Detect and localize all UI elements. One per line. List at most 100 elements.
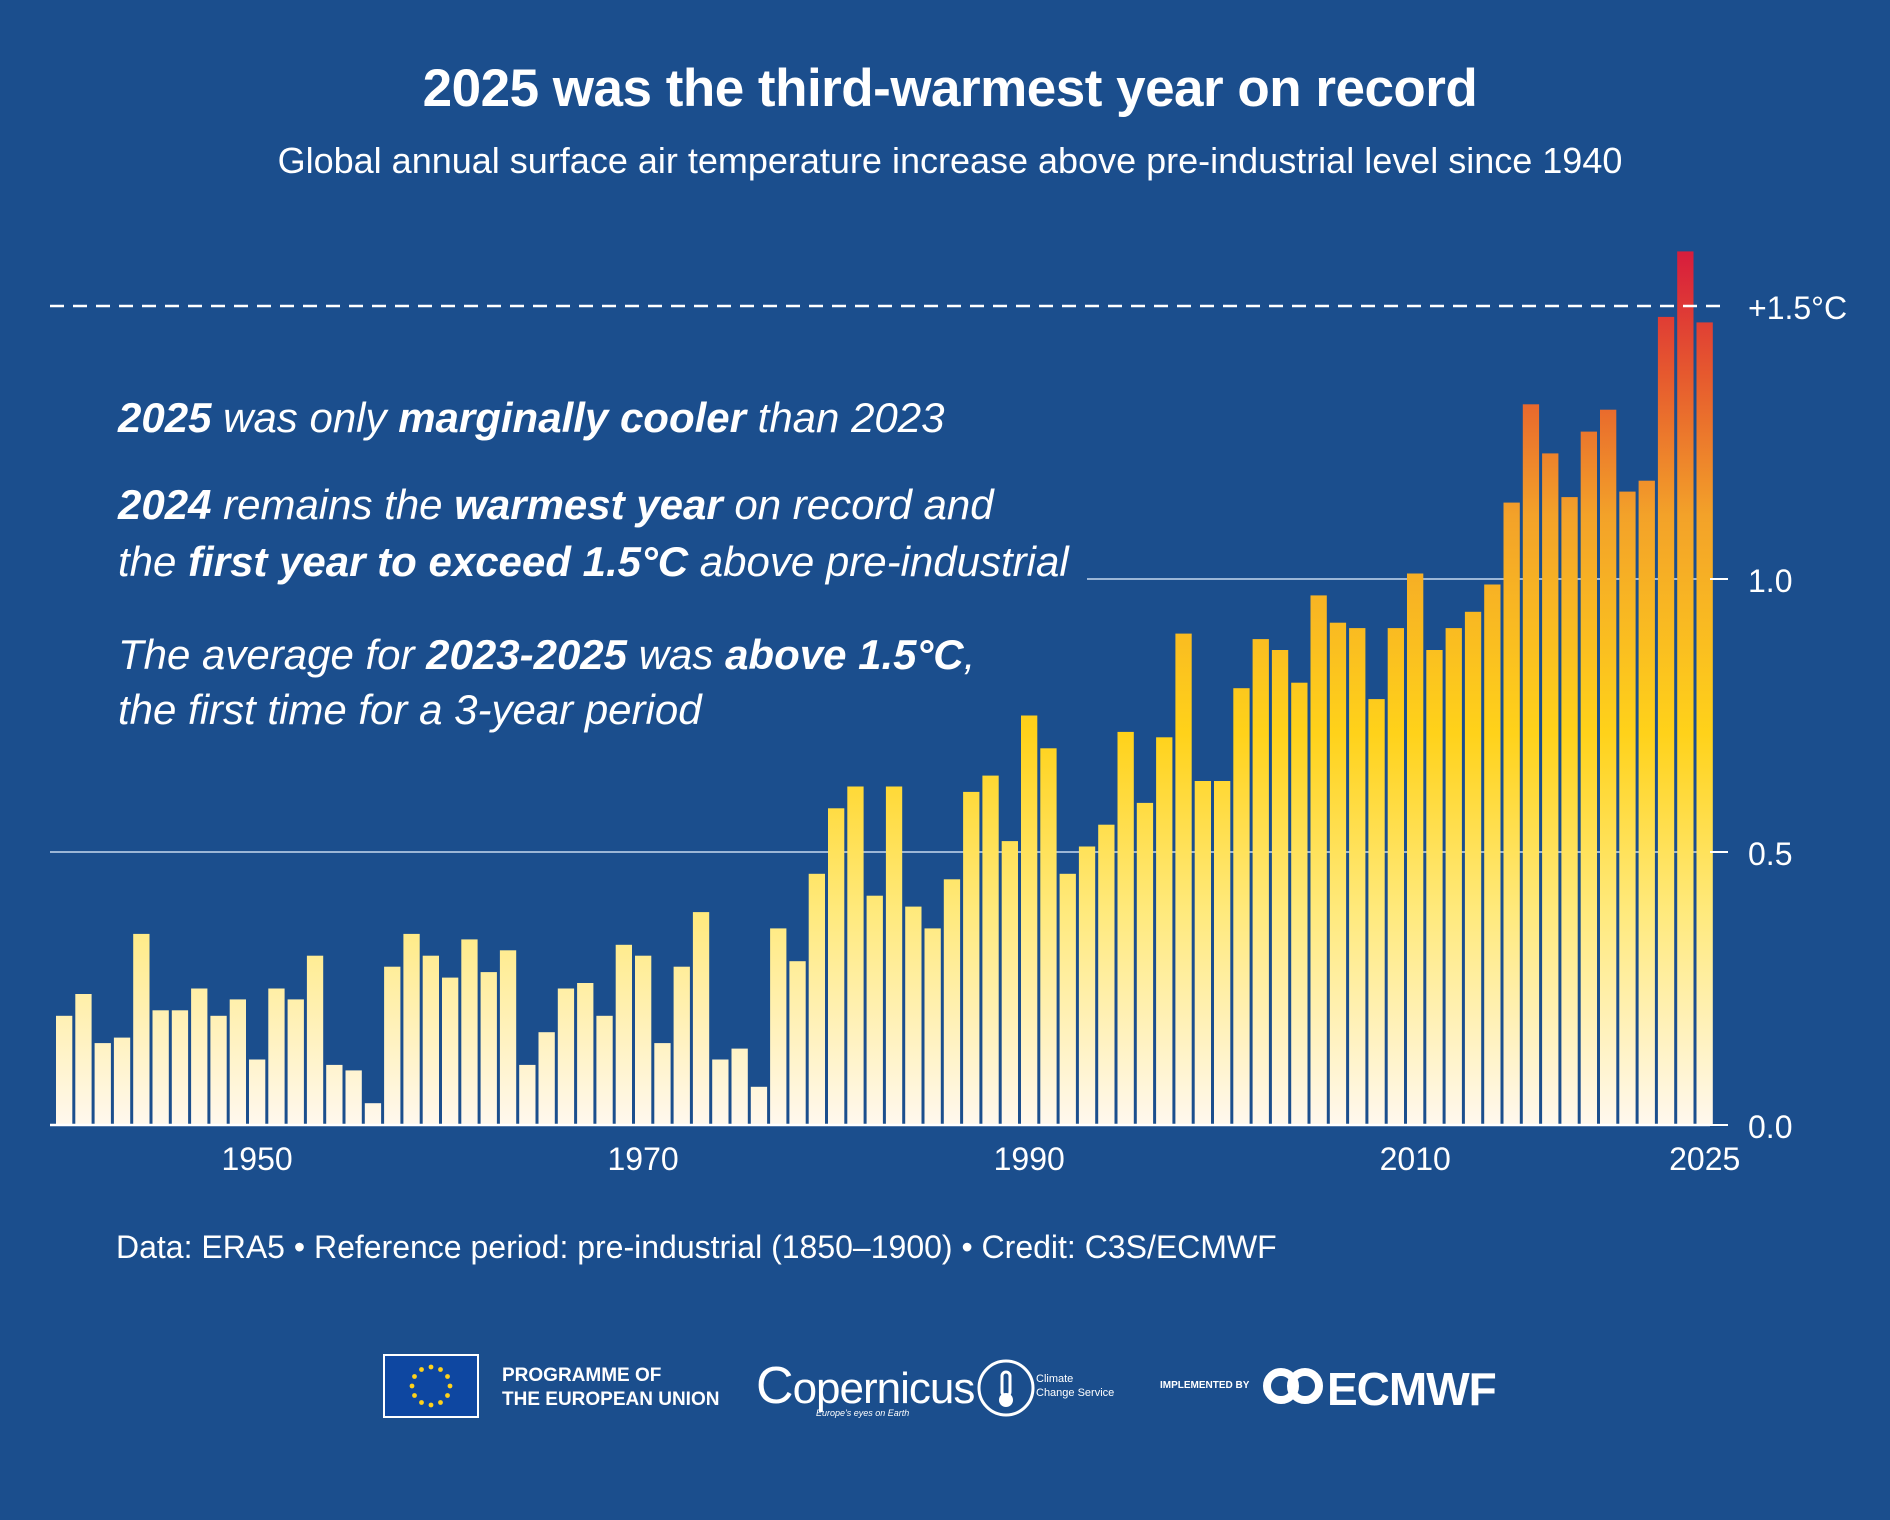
chart-subtitle: Global annual surface air temperature in…	[277, 140, 1623, 181]
bar-1966	[557, 988, 575, 1125]
eu-label-line1: PROGRAMME OF	[502, 1365, 662, 1386]
reference-line-label: +1.5°C	[1748, 290, 1847, 326]
eu-star	[438, 1400, 443, 1405]
bar-1979	[808, 873, 825, 1125]
bar-1944	[133, 933, 150, 1125]
bar-2005	[1310, 595, 1327, 1125]
annotation-text: the	[118, 538, 189, 585]
bar-1973	[692, 912, 710, 1125]
bar-1958	[403, 933, 420, 1125]
bar-1967	[577, 983, 594, 1125]
bar-2009	[1387, 628, 1404, 1125]
bar-1989	[1001, 841, 1018, 1125]
bar-1988	[982, 775, 999, 1125]
bar-1981	[847, 786, 864, 1125]
bar-1995	[1117, 731, 1134, 1125]
bar-2003	[1271, 650, 1289, 1125]
bar-2020	[1600, 409, 1617, 1125]
data-credit: Data: ERA5 • Reference period: pre-indus…	[116, 1229, 1277, 1265]
annotation-text: ,	[963, 631, 976, 678]
bar-2004	[1291, 682, 1308, 1125]
bar-1960	[442, 977, 459, 1125]
y-tick-label: 0.0	[1748, 1109, 1792, 1145]
bar-2019	[1580, 431, 1597, 1126]
copernicus-tagline: Europe's eyes on Earth	[816, 1408, 910, 1418]
bar-1983	[885, 786, 903, 1125]
bar-chart: 0.0 0.5 1.0 +1.5°C 1950 1970 1990 2010 2025	[50, 251, 1847, 1177]
bar-1955	[345, 1070, 362, 1125]
bar-1941	[75, 994, 92, 1125]
bar-1975	[731, 1048, 748, 1125]
copernicus-logo: Copernicus	[756, 1356, 976, 1416]
bar-2014	[1484, 584, 1501, 1125]
bar-2007	[1349, 628, 1366, 1125]
eu-star	[445, 1393, 450, 1398]
chart-title: 2025 was the third-warmest year on recor…	[422, 59, 1478, 118]
c3s-label-line2: Change Service	[1036, 1387, 1115, 1399]
eu-star	[419, 1400, 424, 1405]
ecmwf-symbol-icon	[1263, 1368, 1323, 1404]
bar-1972	[673, 966, 690, 1125]
bar-1987	[963, 791, 980, 1125]
bar-1990	[1021, 715, 1038, 1125]
eu-flag-icon	[383, 1354, 479, 1418]
eu-star	[412, 1374, 417, 1379]
bar-1998	[1175, 633, 1192, 1125]
bar-2025	[1696, 322, 1713, 1125]
annotation-text: the first time for a 3-year period	[118, 686, 702, 733]
eu-programme-label: PROGRAMME OF THE EUROPEAN UNION	[502, 1364, 719, 1412]
annotation-line-4: The average for 2023-2025 was above 1.5°…	[118, 627, 975, 683]
bar-1964	[519, 1064, 536, 1125]
bar-2006	[1329, 622, 1347, 1125]
annotation-line-1: 2025 was only marginally cooler than 202…	[118, 390, 945, 446]
annotation-text: on record and	[722, 481, 994, 528]
bar-1984	[905, 906, 922, 1125]
bar-2008	[1368, 699, 1385, 1125]
eu-star	[447, 1383, 453, 1389]
annotation-emphasis: warmest year	[454, 481, 723, 528]
bar-1968	[596, 1015, 613, 1125]
x-tick-label: 1990	[994, 1141, 1065, 1177]
eu-star	[419, 1367, 424, 1372]
bar-1949	[229, 999, 246, 1125]
x-tick-label: 2025	[1669, 1141, 1740, 1177]
bar-1994	[1098, 824, 1115, 1125]
annotation-text: above pre-industrial	[688, 538, 1069, 585]
bar-1970	[635, 955, 652, 1125]
x-tick-label: 1950	[222, 1141, 293, 1177]
bar-1993	[1078, 846, 1096, 1125]
annotation-line-5: the first time for a 3-year period	[118, 682, 702, 738]
annotation-emphasis: above 1.5°C	[725, 631, 964, 678]
bar-1954	[326, 1064, 343, 1125]
bar-2016	[1522, 404, 1540, 1125]
bar-1950	[249, 1059, 266, 1125]
bar-1963	[499, 950, 517, 1125]
bar-1965	[538, 1032, 555, 1125]
eu-star	[445, 1374, 450, 1379]
c3s-label-line1: Climate	[1036, 1373, 1074, 1385]
bar-1953	[306, 955, 324, 1125]
annotation-text: remains the	[211, 481, 455, 528]
bar-1942	[94, 1043, 111, 1125]
annotation-line-2: 2024 remains the warmest year on record …	[118, 477, 994, 533]
bar-2013	[1464, 611, 1482, 1125]
eu-star	[409, 1383, 415, 1389]
bar-2017	[1542, 453, 1559, 1125]
bar-1996	[1136, 802, 1154, 1125]
bar-2021	[1619, 491, 1636, 1126]
annotation-year-2024: 2024	[118, 481, 212, 528]
bar-1951	[268, 988, 285, 1125]
bar-1991	[1040, 748, 1057, 1125]
bar-1985	[924, 928, 941, 1125]
bar-2011	[1426, 650, 1443, 1125]
bar-1992	[1059, 873, 1076, 1125]
copernicus-wordmark: opernicus	[792, 1364, 976, 1413]
bar-1982	[866, 895, 883, 1125]
annotation-emphasis: marginally cooler	[398, 394, 746, 441]
logo-bar: PROGRAMME OF THE EUROPEAN UNION Copernic…	[0, 1350, 1890, 1440]
implemented-by-label: IMPLEMENTED BY	[1160, 1380, 1250, 1391]
bar-2015	[1503, 502, 1520, 1126]
bar-1961	[461, 939, 478, 1125]
annotation-text: was only	[211, 394, 399, 441]
bar-1977	[770, 928, 787, 1125]
